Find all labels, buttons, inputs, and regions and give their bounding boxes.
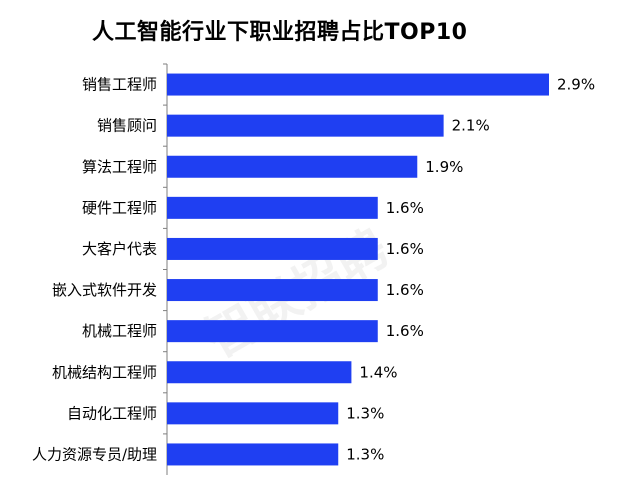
bar xyxy=(167,320,378,343)
bar xyxy=(167,237,378,260)
value-label: 1.3% xyxy=(346,404,384,422)
value-label: 1.6% xyxy=(386,240,424,258)
bar xyxy=(167,361,352,384)
value-label: 2.9% xyxy=(557,76,595,94)
value-label: 1.3% xyxy=(346,445,384,463)
value-label: 1.9% xyxy=(425,158,463,176)
bar xyxy=(167,196,378,219)
category-label: 硬件工程师 xyxy=(82,199,157,217)
category-label: 大客户代表 xyxy=(82,240,157,258)
value-label: 2.1% xyxy=(452,117,490,135)
bar xyxy=(167,443,339,466)
bar xyxy=(167,155,418,178)
value-label: 1.6% xyxy=(386,322,424,340)
category-label: 嵌入式软件开发 xyxy=(52,281,157,299)
bar xyxy=(167,114,444,137)
category-label: 人力资源专员/助理 xyxy=(32,445,157,463)
category-label: 算法工程师 xyxy=(82,158,157,176)
value-label: 1.4% xyxy=(359,363,397,381)
category-label: 销售工程师 xyxy=(82,76,157,94)
value-label: 1.6% xyxy=(386,281,424,299)
bar xyxy=(167,402,339,425)
value-label: 1.6% xyxy=(386,199,424,217)
bar xyxy=(167,73,549,96)
bars-group: 销售工程师 2.9% 销售顾问 2.1% 算法工程师 1.9% 硬件工程师 1.6% 大客户代表… xyxy=(32,63,595,466)
chart-title: 人工智能行业下职业招聘占比TOP10 xyxy=(92,20,468,45)
category-label: 机械工程师 xyxy=(82,322,157,340)
category-label: 机械结构工程师 xyxy=(52,363,157,381)
category-label: 销售顾问 xyxy=(97,117,157,135)
bar xyxy=(167,279,378,302)
category-label: 自动化工程师 xyxy=(67,404,157,422)
